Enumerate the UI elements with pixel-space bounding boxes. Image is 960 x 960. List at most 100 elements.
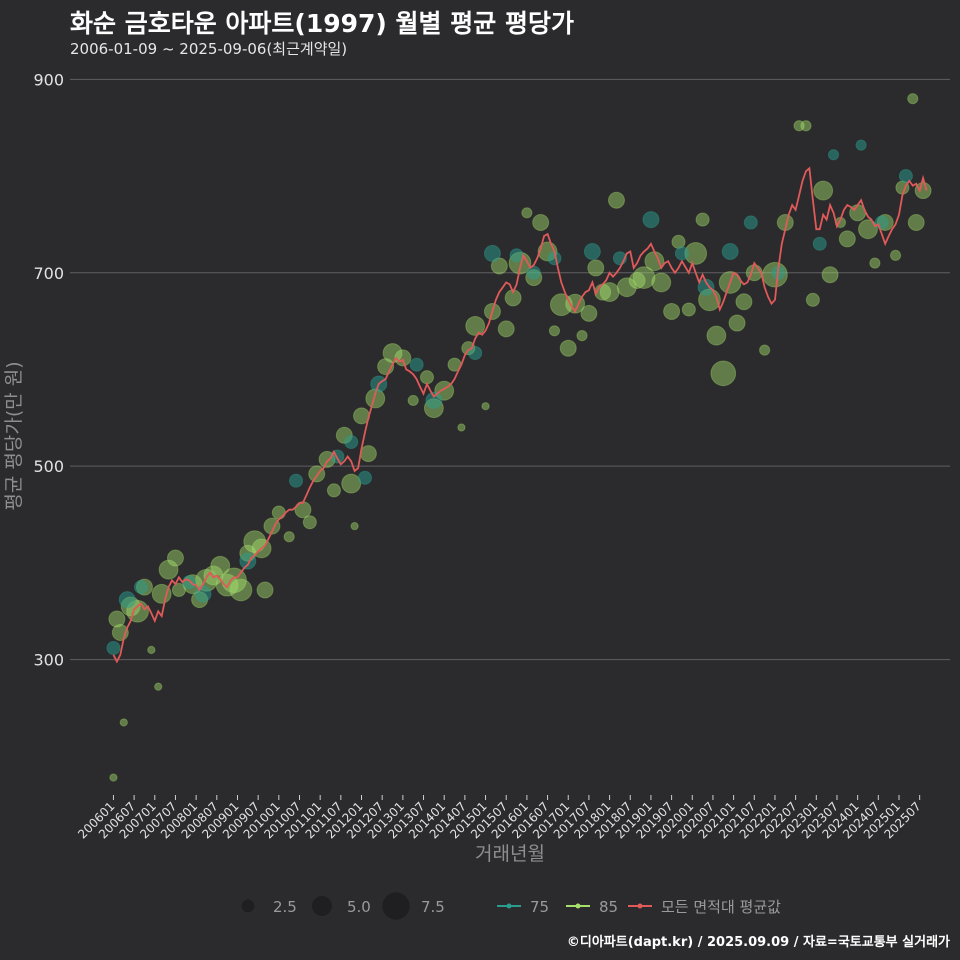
point-85 (394, 349, 412, 367)
point-85 (681, 302, 696, 317)
y-tick-label: 700 (33, 264, 64, 283)
point-85 (914, 182, 932, 200)
point-75 (106, 640, 121, 656)
point-85 (559, 339, 577, 357)
chart-subtitle: 2006-01-09 ~ 2025-09-06(최근계약일) (70, 40, 348, 58)
point-75 (357, 470, 373, 485)
point-85 (166, 549, 184, 567)
point-85 (119, 718, 128, 727)
point-85 (326, 483, 341, 498)
point-85 (229, 578, 253, 602)
y-axis-label: 평균 평당가(만 원) (3, 361, 25, 510)
y-tick-label: 500 (33, 457, 64, 476)
point-85 (532, 213, 550, 231)
point-75 (721, 242, 739, 260)
point-85 (210, 555, 231, 576)
point-85 (695, 212, 710, 227)
grid-lines (70, 78, 950, 661)
point-85 (889, 249, 902, 261)
point-85 (821, 266, 839, 284)
point-85 (565, 293, 586, 314)
point-85 (671, 234, 686, 249)
point-85 (490, 257, 508, 275)
point-75 (674, 246, 689, 261)
point-85 (108, 610, 126, 628)
point-75 (118, 591, 136, 609)
point-85 (616, 277, 637, 298)
point-75 (898, 169, 913, 184)
point-75 (583, 242, 601, 260)
point-75 (697, 278, 715, 296)
point-85 (243, 530, 267, 554)
point-85 (350, 521, 359, 531)
legend: 2.5 5.0 7.5 75 85 모든 면적대 평균값 (241, 892, 781, 920)
point-85 (283, 531, 295, 543)
point-85 (599, 282, 620, 303)
point-85 (109, 773, 118, 782)
point-85 (147, 645, 156, 655)
point-85 (628, 272, 646, 289)
point-85 (907, 213, 925, 231)
point-85 (907, 93, 919, 105)
point-85 (858, 219, 878, 240)
point-85 (465, 316, 486, 336)
point-75 (344, 434, 359, 450)
point-85 (302, 515, 317, 530)
point-85 (359, 445, 377, 463)
point-85 (419, 370, 435, 385)
size-legend-label: 7.5 (421, 898, 445, 916)
point-85 (813, 180, 834, 201)
point-85 (549, 293, 573, 317)
source-caption: ©디아파트(dapt.kr) / 2025.09.09 / 자료=국토교통부 실… (566, 935, 950, 950)
legend-key-dot (506, 903, 512, 909)
point-85 (576, 330, 588, 342)
point-75 (289, 473, 304, 488)
point-85 (548, 325, 561, 337)
legend-key-dot (637, 903, 643, 909)
point-85 (805, 292, 820, 307)
point-85 (151, 583, 172, 604)
point-75 (526, 265, 541, 280)
point-75 (855, 139, 867, 151)
legend-key-dot (575, 903, 581, 909)
point-75 (483, 244, 501, 262)
point-85 (481, 402, 490, 411)
size-legend-marker (382, 892, 410, 920)
legend-label: 85 (599, 898, 618, 916)
point-85 (382, 343, 403, 363)
series-85-points (108, 93, 932, 782)
point-85 (154, 682, 163, 691)
point-85 (651, 272, 672, 293)
size-legend-label: 5.0 (347, 898, 371, 916)
point-85 (800, 120, 812, 132)
average-line-group (112, 166, 928, 664)
point-85 (521, 207, 533, 219)
x-axis-ticks: 2006012006072007012007072008012008072009… (75, 795, 924, 842)
point-75 (133, 580, 149, 595)
y-axis-ticks: 300 500 700 900 (33, 70, 64, 669)
y-tick-label: 900 (33, 70, 64, 89)
size-legend-label: 2.5 (273, 898, 297, 916)
size-legend-marker (241, 899, 255, 913)
point-85 (271, 505, 286, 520)
point-85 (158, 559, 179, 580)
point-75 (827, 149, 840, 161)
point-75 (182, 575, 197, 590)
point-75 (425, 391, 443, 409)
size-legend-marker (312, 896, 332, 916)
x-axis-label: 거래년월 (475, 843, 545, 865)
point-85 (171, 582, 186, 598)
point-85 (497, 320, 515, 338)
point-85 (632, 266, 656, 289)
point-85 (710, 360, 737, 387)
point-85 (341, 473, 362, 494)
point-85 (457, 423, 466, 432)
average-line (112, 166, 928, 664)
point-85 (793, 120, 805, 132)
point-85 (203, 565, 224, 586)
point-75 (642, 211, 660, 229)
chart-title: 화순 금호타운 아파트(1997) 월별 평균 평당가 (70, 9, 574, 38)
point-85 (407, 394, 419, 407)
